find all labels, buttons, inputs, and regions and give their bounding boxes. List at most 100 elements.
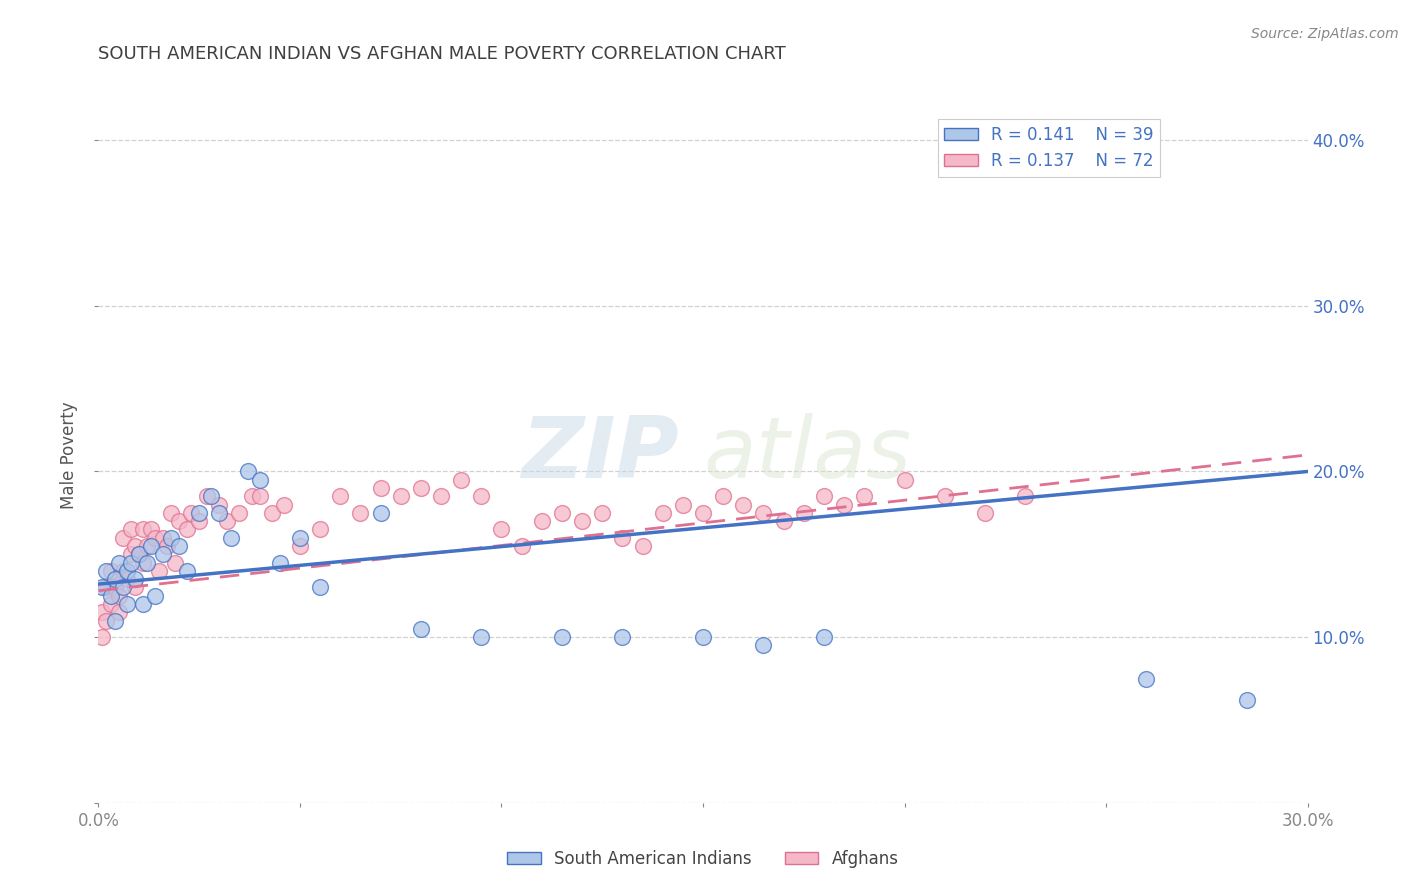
Point — [853, 489, 876, 503]
Point — [100, 597, 122, 611]
Point — [470, 489, 492, 503]
Point — [470, 630, 492, 644]
Point — [132, 556, 155, 570]
Point — [309, 581, 332, 595]
Text: SOUTH AMERICAN INDIAN VS AFGHAN MALE POVERTY CORRELATION CHART: SOUTH AMERICAN INDIAN VS AFGHAN MALE POV… — [98, 45, 786, 62]
Point — [329, 489, 352, 503]
Point — [188, 506, 211, 520]
Point — [409, 622, 432, 636]
Point — [167, 514, 190, 528]
Point — [711, 489, 734, 503]
Point — [91, 630, 114, 644]
Point — [249, 473, 271, 487]
Point — [772, 514, 794, 528]
Point — [269, 556, 291, 570]
Point — [111, 564, 134, 578]
Point — [132, 523, 155, 537]
Point — [631, 539, 654, 553]
Point — [96, 581, 118, 595]
Point — [752, 639, 775, 653]
Text: atlas: atlas — [703, 413, 911, 497]
Point — [188, 514, 211, 528]
Point — [409, 481, 432, 495]
Point — [692, 630, 714, 644]
Point — [733, 498, 755, 512]
Point — [217, 514, 239, 528]
Point — [91, 581, 114, 595]
Point — [571, 514, 593, 528]
Point — [107, 589, 129, 603]
Point — [135, 556, 157, 570]
Point — [91, 605, 114, 619]
Point — [1236, 693, 1258, 707]
Point — [389, 489, 412, 503]
Point — [236, 465, 259, 479]
Point — [893, 473, 915, 487]
Point — [107, 605, 129, 619]
Point — [148, 564, 170, 578]
Point — [200, 489, 222, 503]
Point — [813, 630, 835, 644]
Point — [752, 506, 775, 520]
Point — [249, 489, 271, 503]
Point — [176, 523, 198, 537]
Point — [96, 564, 118, 578]
Point — [139, 523, 162, 537]
Point — [974, 506, 997, 520]
Point — [370, 506, 392, 520]
Point — [370, 481, 392, 495]
Point — [103, 614, 125, 628]
Point — [156, 539, 179, 553]
Point — [128, 547, 150, 561]
Point — [124, 581, 146, 595]
Point — [120, 523, 142, 537]
Point — [128, 547, 150, 561]
Point — [491, 523, 513, 537]
Point — [208, 506, 231, 520]
Point — [240, 489, 263, 503]
Point — [100, 589, 122, 603]
Point — [651, 506, 673, 520]
Legend: R = 0.141    N = 39, R = 0.137    N = 72: R = 0.141 N = 39, R = 0.137 N = 72 — [938, 119, 1160, 177]
Point — [180, 506, 202, 520]
Point — [228, 506, 250, 520]
Point — [612, 630, 634, 644]
Point — [813, 489, 835, 503]
Point — [124, 572, 146, 586]
Point — [176, 564, 198, 578]
Point — [530, 514, 553, 528]
Point — [832, 498, 855, 512]
Point — [143, 589, 166, 603]
Point — [115, 597, 138, 611]
Point — [167, 539, 190, 553]
Point — [221, 531, 243, 545]
Point — [510, 539, 533, 553]
Point — [591, 506, 613, 520]
Point — [349, 506, 371, 520]
Point — [793, 506, 815, 520]
Point — [288, 539, 311, 553]
Text: Source: ZipAtlas.com: Source: ZipAtlas.com — [1251, 27, 1399, 41]
Point — [195, 489, 218, 503]
Point — [100, 564, 122, 578]
Point — [124, 539, 146, 553]
Point — [160, 506, 183, 520]
Point — [120, 547, 142, 561]
Point — [430, 489, 453, 503]
Point — [96, 614, 118, 628]
Y-axis label: Male Poverty: Male Poverty — [60, 401, 79, 508]
Point — [160, 531, 183, 545]
Point — [1135, 672, 1157, 686]
Point — [672, 498, 695, 512]
Point — [208, 498, 231, 512]
Point — [103, 572, 125, 586]
Legend: South American Indians, Afghans: South American Indians, Afghans — [501, 844, 905, 875]
Point — [309, 523, 332, 537]
Point — [551, 506, 574, 520]
Point — [152, 531, 174, 545]
Point — [273, 498, 295, 512]
Text: ZIP: ZIP — [522, 413, 679, 497]
Point — [1014, 489, 1036, 503]
Point — [115, 572, 138, 586]
Point — [260, 506, 283, 520]
